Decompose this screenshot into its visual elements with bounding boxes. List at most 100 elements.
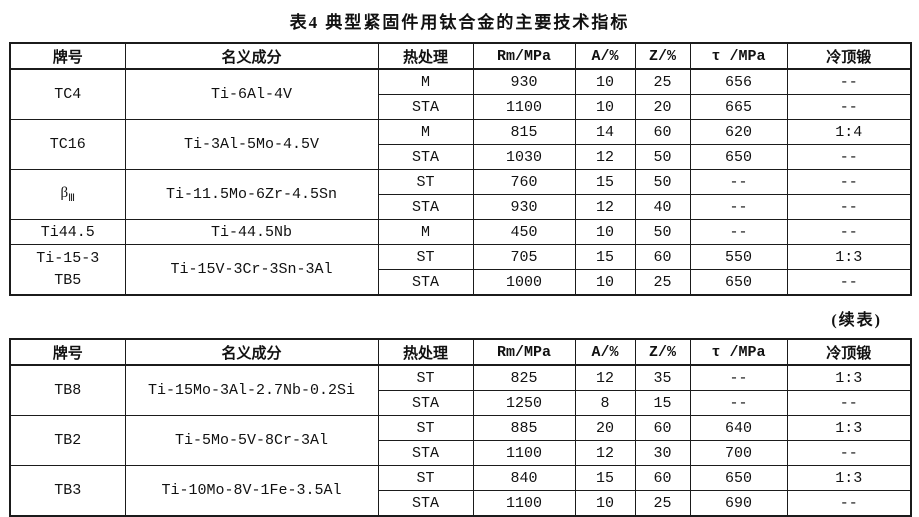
heat-treatment-cell: ST <box>377 415 474 441</box>
value-cell-z: 40 <box>634 194 691 220</box>
value-cell-cold: -- <box>786 219 912 245</box>
heat-treatment-cell: STA <box>377 390 474 416</box>
table-row: TC16 Ti-3Al-5Mo-4.5V M 815 14 60 620 1:4 <box>9 119 912 170</box>
value-cell-rm: 705 <box>472 244 576 270</box>
heat-treatment-cell: ST <box>377 465 474 491</box>
value-cell-cold: -- <box>786 68 912 95</box>
heat-treatment-cell: M <box>377 119 474 145</box>
composition-cell: Ti-44.5Nb <box>124 219 379 245</box>
composition-cell: Ti-3Al-5Mo-4.5V <box>124 119 379 170</box>
table-header-row: 牌号 名义成分 热处理 Rm/MPa A/% Z/% τ /MPa 冷顶锻 <box>9 338 912 366</box>
value-cell-rm: 1000 <box>472 269 576 296</box>
value-cell-cold: 1:4 <box>786 119 912 145</box>
value-cell-rm: 1250 <box>472 390 576 416</box>
value-cell-tau: 690 <box>689 490 788 517</box>
value-cell-z: 25 <box>634 490 691 517</box>
col-header-composition: 名义成分 <box>124 338 379 366</box>
value-cell-cold: -- <box>786 440 912 466</box>
value-cell-a: 20 <box>574 415 636 441</box>
col-header-heat-treatment: 热处理 <box>377 338 474 366</box>
value-cell-cold: -- <box>786 194 912 220</box>
heat-treatment-cell: M <box>377 219 474 245</box>
value-cell-tau: 620 <box>689 119 788 145</box>
col-header-tau: τ /MPa <box>689 338 788 366</box>
table-row: βⅢ Ti-11.5Mo-6Zr-4.5Sn ST 760 15 50 -- -… <box>9 169 912 220</box>
heat-treatment-cell: ST <box>377 364 474 391</box>
grade-cell: βⅢ <box>9 169 126 220</box>
value-cell-cold: 1:3 <box>786 415 912 441</box>
col-header-heat-treatment: 热处理 <box>377 42 474 70</box>
heat-treatment-cell: STA <box>377 269 474 296</box>
value-cell-tau: 700 <box>689 440 788 466</box>
value-cell-cold: -- <box>786 390 912 416</box>
value-cell-a: 14 <box>574 119 636 145</box>
value-cell-rm: 930 <box>472 68 576 95</box>
value-cell-tau: 656 <box>689 68 788 95</box>
value-cell-cold: -- <box>786 169 912 195</box>
col-header-tau: τ /MPa <box>689 42 788 70</box>
grade-symbol: β <box>60 185 69 201</box>
value-cell-cold: -- <box>786 144 912 170</box>
value-cell-a: 15 <box>574 244 636 270</box>
heat-treatment-cell: STA <box>377 440 474 466</box>
page-title: 表4 典型紧固件用钛合金的主要技术指标 <box>289 13 630 32</box>
col-header-z: Z/% <box>634 42 691 70</box>
value-cell-rm: 815 <box>472 119 576 145</box>
value-cell-rm: 840 <box>472 465 576 491</box>
value-cell-z: 50 <box>634 169 691 195</box>
value-cell-a: 10 <box>574 94 636 120</box>
table-row: STA 1250 8 15 -- -- <box>10 390 912 416</box>
value-cell-rm: 930 <box>472 194 576 220</box>
grade-cell: TC16 <box>9 119 126 170</box>
grade-cell: TB3 <box>9 465 126 517</box>
value-cell-tau: 650 <box>689 269 788 296</box>
value-cell-rm: 1030 <box>472 144 576 170</box>
table-row: Ti-15-3 TB5 Ti-15V-3Cr-3Sn-3Al ST 705 15… <box>9 244 912 296</box>
composition-cell: Ti-10Mo-8V-1Fe-3.5Al <box>124 465 379 517</box>
table-row: TB3 Ti-10Mo-8V-1Fe-3.5Al ST 840 15 60 65… <box>9 465 912 517</box>
value-cell-tau: 550 <box>689 244 788 270</box>
value-cell-a: 15 <box>574 169 636 195</box>
value-cell-cold: 1:3 <box>786 244 912 270</box>
col-header-grade: 牌号 <box>9 42 126 70</box>
value-cell-a: 8 <box>574 390 636 416</box>
grade-cell: TC4 <box>9 68 126 120</box>
value-cell-a: 12 <box>574 364 636 391</box>
value-cell-tau: -- <box>689 219 788 245</box>
table-row: STA 930 12 40 -- -- <box>10 194 912 220</box>
value-cell-rm: 825 <box>472 364 576 391</box>
value-cell-tau: -- <box>689 390 788 416</box>
value-cell-rm: 760 <box>472 169 576 195</box>
value-cell-rm: 450 <box>472 219 576 245</box>
col-header-z: Z/% <box>634 338 691 366</box>
value-cell-a: 15 <box>574 465 636 491</box>
col-header-a: A/% <box>574 338 636 366</box>
value-cell-a: 10 <box>574 490 636 517</box>
value-cell-cold: 1:3 <box>786 364 912 391</box>
col-header-cold-heading: 冷顶锻 <box>786 42 912 70</box>
value-cell-z: 35 <box>634 364 691 391</box>
composition-cell: Ti-5Mo-5V-8Cr-3Al <box>124 415 379 466</box>
value-cell-tau: 650 <box>689 465 788 491</box>
grade-line-2: TB5 <box>54 271 82 289</box>
composition-cell: Ti-15Mo-3Al-2.7Nb-0.2Si <box>124 364 379 416</box>
value-cell-cold: -- <box>786 269 912 296</box>
col-header-rm: Rm/MPa <box>472 42 576 70</box>
value-cell-z: 60 <box>634 244 691 270</box>
value-cell-a: 12 <box>574 144 636 170</box>
grade-line-1: Ti-15-3 <box>36 249 100 267</box>
grade-subscript: Ⅲ <box>68 193 76 204</box>
table-continued: 牌号 名义成分 热处理 Rm/MPa A/% Z/% τ /MPa 冷顶锻 TB… <box>9 338 912 517</box>
table-row: TB2 Ti-5Mo-5V-8Cr-3Al ST 885 20 60 640 1… <box>9 415 912 466</box>
table-main: 牌号 名义成分 热处理 Rm/MPa A/% Z/% τ /MPa 冷顶锻 TC… <box>9 42 912 296</box>
col-header-grade: 牌号 <box>9 338 126 366</box>
composition-cell: Ti-15V-3Cr-3Sn-3Al <box>124 244 379 296</box>
value-cell-cold: -- <box>786 94 912 120</box>
value-cell-z: 25 <box>634 68 691 95</box>
table-row: STA 1100 10 25 690 -- <box>10 490 912 517</box>
value-cell-z: 25 <box>634 269 691 296</box>
value-cell-z: 50 <box>634 144 691 170</box>
grade-cell: Ti44.5 <box>9 219 126 245</box>
value-cell-z: 60 <box>634 119 691 145</box>
grade-cell: TB8 <box>9 364 126 416</box>
